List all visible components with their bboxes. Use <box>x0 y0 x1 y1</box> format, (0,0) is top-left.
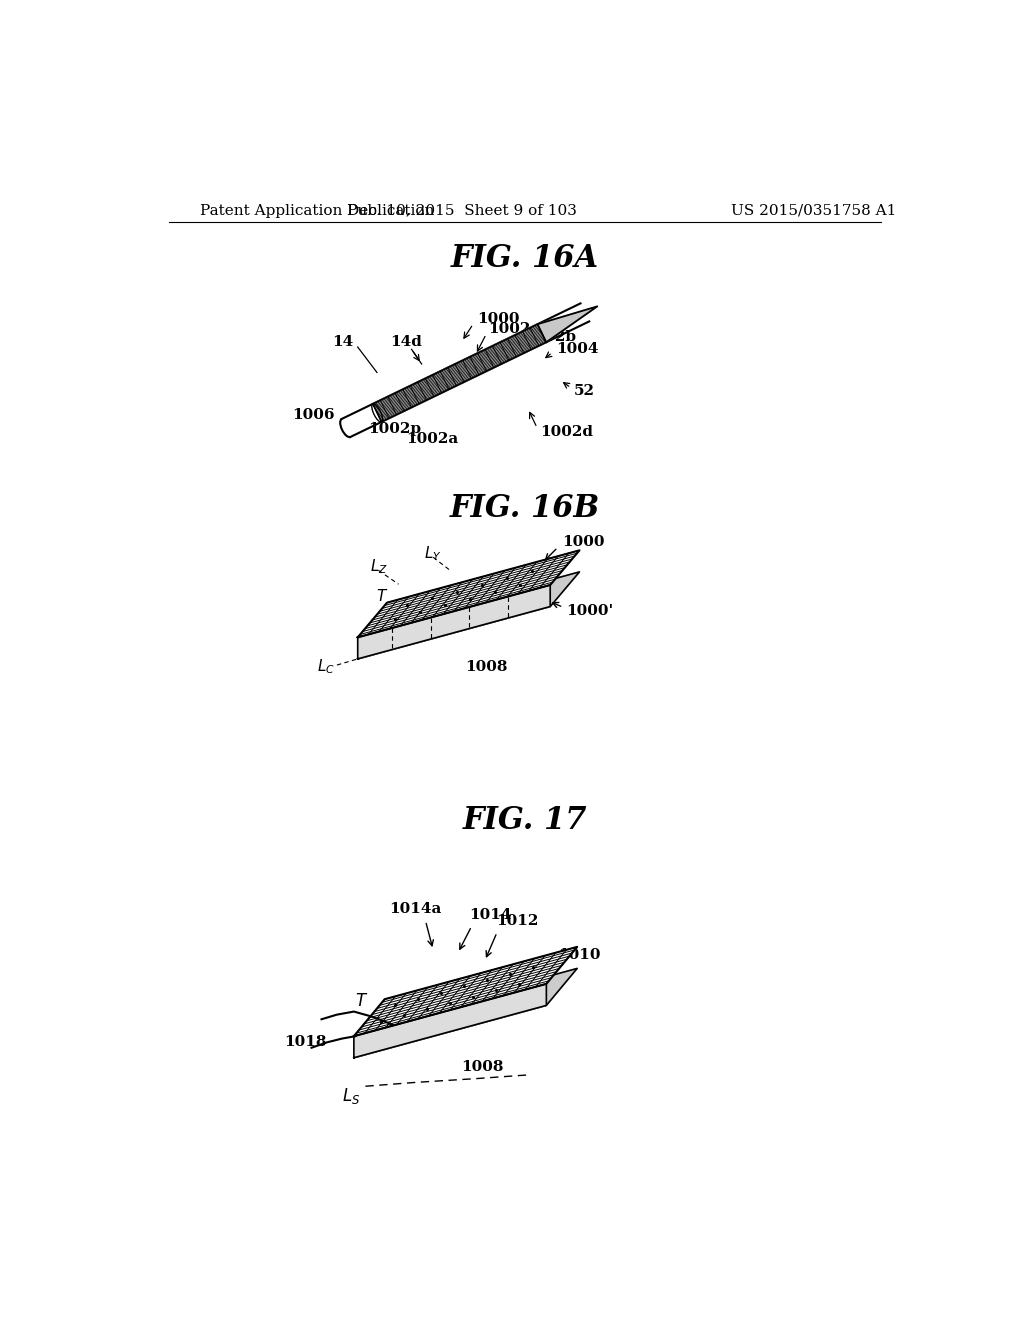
Text: 1010: 1010 <box>558 948 600 962</box>
Polygon shape <box>357 585 550 659</box>
Polygon shape <box>538 306 597 342</box>
Polygon shape <box>354 946 578 1036</box>
Text: Dec. 10, 2015  Sheet 9 of 103: Dec. 10, 2015 Sheet 9 of 103 <box>347 203 577 218</box>
Text: 1002p: 1002p <box>368 422 421 437</box>
Text: 1014a: 1014a <box>389 902 441 916</box>
Text: 52: 52 <box>574 384 595 397</box>
Text: 14d: 14d <box>390 335 422 348</box>
Text: $L_S$: $L_S$ <box>342 1086 360 1106</box>
Text: 1002: 1002 <box>488 322 531 335</box>
Text: 1002b: 1002b <box>523 330 577 345</box>
Text: 1000: 1000 <box>562 535 604 549</box>
Text: 1008: 1008 <box>466 660 508 673</box>
Text: $L_Y$: $L_Y$ <box>424 544 442 562</box>
Text: 1014: 1014 <box>469 908 512 923</box>
Text: 1008: 1008 <box>462 1060 504 1074</box>
Text: FIG. 16B: FIG. 16B <box>450 494 600 524</box>
Text: 1002a: 1002a <box>407 433 459 446</box>
Text: 1002d: 1002d <box>541 425 593 438</box>
Text: $\mathit{T}$: $\mathit{T}$ <box>355 993 369 1010</box>
Text: US 2015/0351758 A1: US 2015/0351758 A1 <box>731 203 897 218</box>
Polygon shape <box>354 969 578 1057</box>
Text: FIG. 16A: FIG. 16A <box>451 243 599 275</box>
Text: $\mathit{T}$: $\mathit{T}$ <box>376 587 388 603</box>
Text: $L_Z$: $L_Z$ <box>370 557 387 576</box>
Text: 1000: 1000 <box>477 312 519 326</box>
Polygon shape <box>357 572 580 659</box>
Text: Patent Application Publication: Patent Application Publication <box>200 203 434 218</box>
Text: FIG. 17: FIG. 17 <box>463 805 587 836</box>
Polygon shape <box>373 325 546 422</box>
Text: 1012: 1012 <box>497 913 539 928</box>
Text: 14: 14 <box>333 335 354 348</box>
Text: 1004: 1004 <box>556 342 599 355</box>
Text: $L_C$: $L_C$ <box>316 657 335 676</box>
Text: 1006: 1006 <box>292 408 335 422</box>
Text: 1018: 1018 <box>285 1035 327 1049</box>
Text: 1000': 1000' <box>566 605 613 618</box>
Polygon shape <box>357 550 580 638</box>
Polygon shape <box>354 983 547 1057</box>
Polygon shape <box>342 304 589 437</box>
